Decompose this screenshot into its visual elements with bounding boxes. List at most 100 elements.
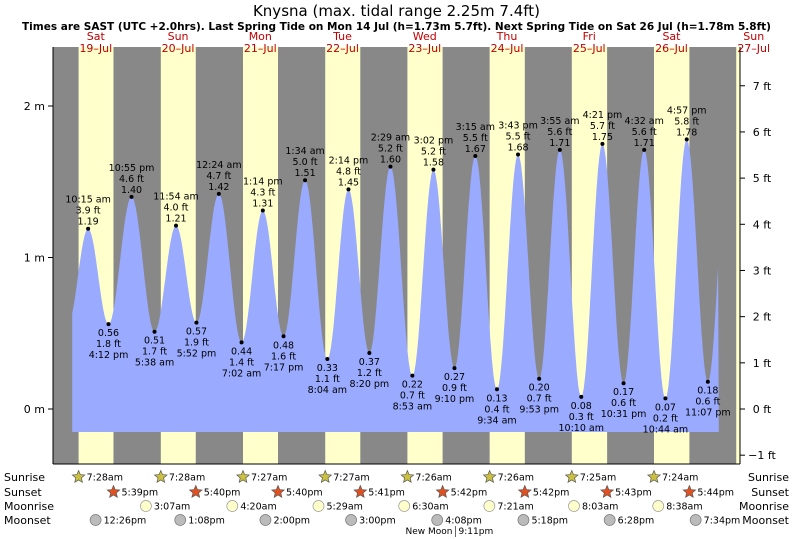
moonrise-icon bbox=[312, 500, 325, 512]
high-tide-point bbox=[388, 164, 393, 169]
low-tide-point bbox=[579, 394, 584, 399]
sunset-time: 5:40pm bbox=[204, 488, 241, 499]
low-tide-meters: 0.27 bbox=[444, 372, 465, 383]
high-tide-meters: 1.31 bbox=[252, 199, 273, 210]
right-tick-label: 4 ft bbox=[753, 218, 772, 231]
high-tide-point bbox=[642, 147, 647, 152]
new-moon-label: New Moon bbox=[406, 527, 453, 537]
sunrise-icon bbox=[646, 469, 662, 484]
sunrise-time: 7:26am bbox=[415, 473, 451, 484]
high-tide-point bbox=[557, 147, 562, 152]
high-tide-meters: 1.71 bbox=[634, 138, 655, 149]
right-tick-label: 0 ft bbox=[753, 403, 772, 416]
sunrise-icon bbox=[482, 469, 497, 484]
high-tide-feet: 4.3 ft bbox=[250, 188, 275, 199]
right-tick-label: 3 ft bbox=[753, 264, 772, 277]
moonset-time: 1:08pm bbox=[188, 516, 225, 527]
low-tide-meters: 0.20 bbox=[529, 383, 550, 394]
sunrise-row-label-right: Sunrise bbox=[748, 471, 789, 484]
right-tick-label: 7 ft bbox=[753, 80, 772, 93]
low-tide-point bbox=[194, 320, 199, 325]
sunset-time: 5:43pm bbox=[615, 488, 652, 499]
low-tide-meters: 0.56 bbox=[98, 328, 119, 339]
high-tide-feet: 5.2 ft bbox=[378, 144, 403, 155]
moonset-time: 7:34pm bbox=[704, 516, 741, 527]
low-tide-meters: 0.07 bbox=[655, 402, 676, 413]
day-date-label: 27–Jul bbox=[737, 42, 770, 55]
low-tide-feet: 0.3 ft bbox=[569, 412, 594, 423]
high-tide-point bbox=[129, 194, 134, 199]
low-tide-point bbox=[239, 340, 244, 345]
sunrise-time: 7:28am bbox=[169, 473, 205, 484]
low-tide-feet: 0.6 ft bbox=[611, 398, 636, 409]
low-tide-time: 8:04 am bbox=[308, 385, 347, 396]
high-tide-meters: 1.60 bbox=[380, 155, 401, 166]
day-date-label: 25–Jul bbox=[573, 42, 606, 55]
high-tide-meters: 1.78 bbox=[676, 127, 697, 138]
day-name-label: Sun bbox=[168, 30, 189, 43]
moonrise-time: 4:20am bbox=[240, 502, 276, 513]
day-date-label: 20–Jul bbox=[162, 42, 195, 55]
sunrise-icon bbox=[71, 469, 86, 484]
high-tide-feet: 3.9 ft bbox=[76, 206, 101, 217]
low-tide-point bbox=[452, 366, 457, 371]
day-date-label: 24–Jul bbox=[491, 42, 524, 55]
chart-title: Knysna (max. tidal range 2.25m 7.4ft) bbox=[253, 2, 540, 20]
right-tick-label: 1 ft bbox=[753, 357, 772, 370]
moonset-time: 6:28pm bbox=[618, 516, 655, 527]
low-tide-point bbox=[106, 322, 111, 327]
high-tide-time: 1:14 pm bbox=[243, 177, 283, 188]
tide-curve bbox=[72, 139, 719, 432]
high-tide-meters: 1.19 bbox=[78, 217, 99, 228]
day-date-label: 19–Jul bbox=[79, 42, 112, 55]
left-tick-label: 0 m bbox=[24, 403, 45, 416]
day-date-label: 23–Jul bbox=[408, 42, 441, 55]
high-tide-feet: 4.0 ft bbox=[163, 203, 188, 214]
moonrise-icon bbox=[652, 500, 665, 512]
low-tide-time: 9:34 am bbox=[477, 415, 516, 426]
sunset-time: 5:42pm bbox=[451, 488, 488, 499]
low-tide-time: 8:53 am bbox=[393, 402, 432, 413]
low-tide-time: 4:12 pm bbox=[89, 350, 129, 361]
moonset-time: 3:00pm bbox=[359, 516, 396, 527]
high-tide-meters: 1.45 bbox=[338, 177, 359, 188]
sunset-row-label-right: Sunset bbox=[751, 486, 789, 499]
sunset-icon bbox=[106, 484, 121, 499]
moonset-icon bbox=[345, 514, 357, 526]
high-tide-point bbox=[303, 178, 308, 183]
moonset-time: 4:08pm bbox=[445, 516, 482, 527]
high-tide-time: 3:15 am bbox=[456, 122, 495, 133]
high-tide-point bbox=[216, 191, 221, 196]
moonset-time: 12:26pm bbox=[104, 516, 147, 527]
high-tide-feet: 4.6 ft bbox=[119, 174, 144, 185]
sunset-time: 5:40pm bbox=[286, 488, 323, 499]
low-tide-time: 10:44 am bbox=[643, 424, 688, 435]
low-tide-point bbox=[325, 357, 330, 362]
day-name-label: Sat bbox=[87, 30, 106, 43]
moonrise-time: 8:38am bbox=[666, 502, 702, 513]
moonset-time: 5:18pm bbox=[531, 516, 568, 527]
low-tide-time: 8:20 pm bbox=[350, 379, 390, 390]
high-tide-meters: 1.21 bbox=[165, 214, 186, 225]
day-name-label: Mon bbox=[249, 30, 272, 43]
low-tide-meters: 0.44 bbox=[231, 346, 252, 357]
sunrise-row-label-left: Sunrise bbox=[4, 471, 45, 484]
low-tide-meters: 0.33 bbox=[317, 363, 338, 374]
moonrise-time: 3:07am bbox=[154, 502, 190, 513]
sunset-time: 5:42pm bbox=[533, 488, 570, 499]
sunset-icon bbox=[517, 484, 532, 499]
right-tick-label: 6 ft bbox=[753, 126, 772, 139]
high-tide-feet: 4.7 ft bbox=[206, 171, 231, 182]
moonrise-icon bbox=[140, 500, 152, 512]
low-tide-feet: 0.9 ft bbox=[442, 383, 467, 394]
high-tide-meters: 1.71 bbox=[549, 138, 570, 149]
low-tide-time: 9:10 pm bbox=[435, 394, 475, 405]
sunset-icon bbox=[600, 484, 615, 499]
high-tide-time: 4:32 am bbox=[624, 116, 663, 127]
moonset-icon bbox=[431, 514, 444, 526]
high-tide-time: 4:57 pm bbox=[667, 105, 707, 116]
low-tide-time: 7:17 pm bbox=[264, 362, 304, 373]
high-tide-time: 10:55 pm bbox=[109, 163, 155, 174]
low-tide-feet: 1.7 ft bbox=[142, 347, 167, 358]
day-name-label: Sat bbox=[662, 30, 681, 43]
